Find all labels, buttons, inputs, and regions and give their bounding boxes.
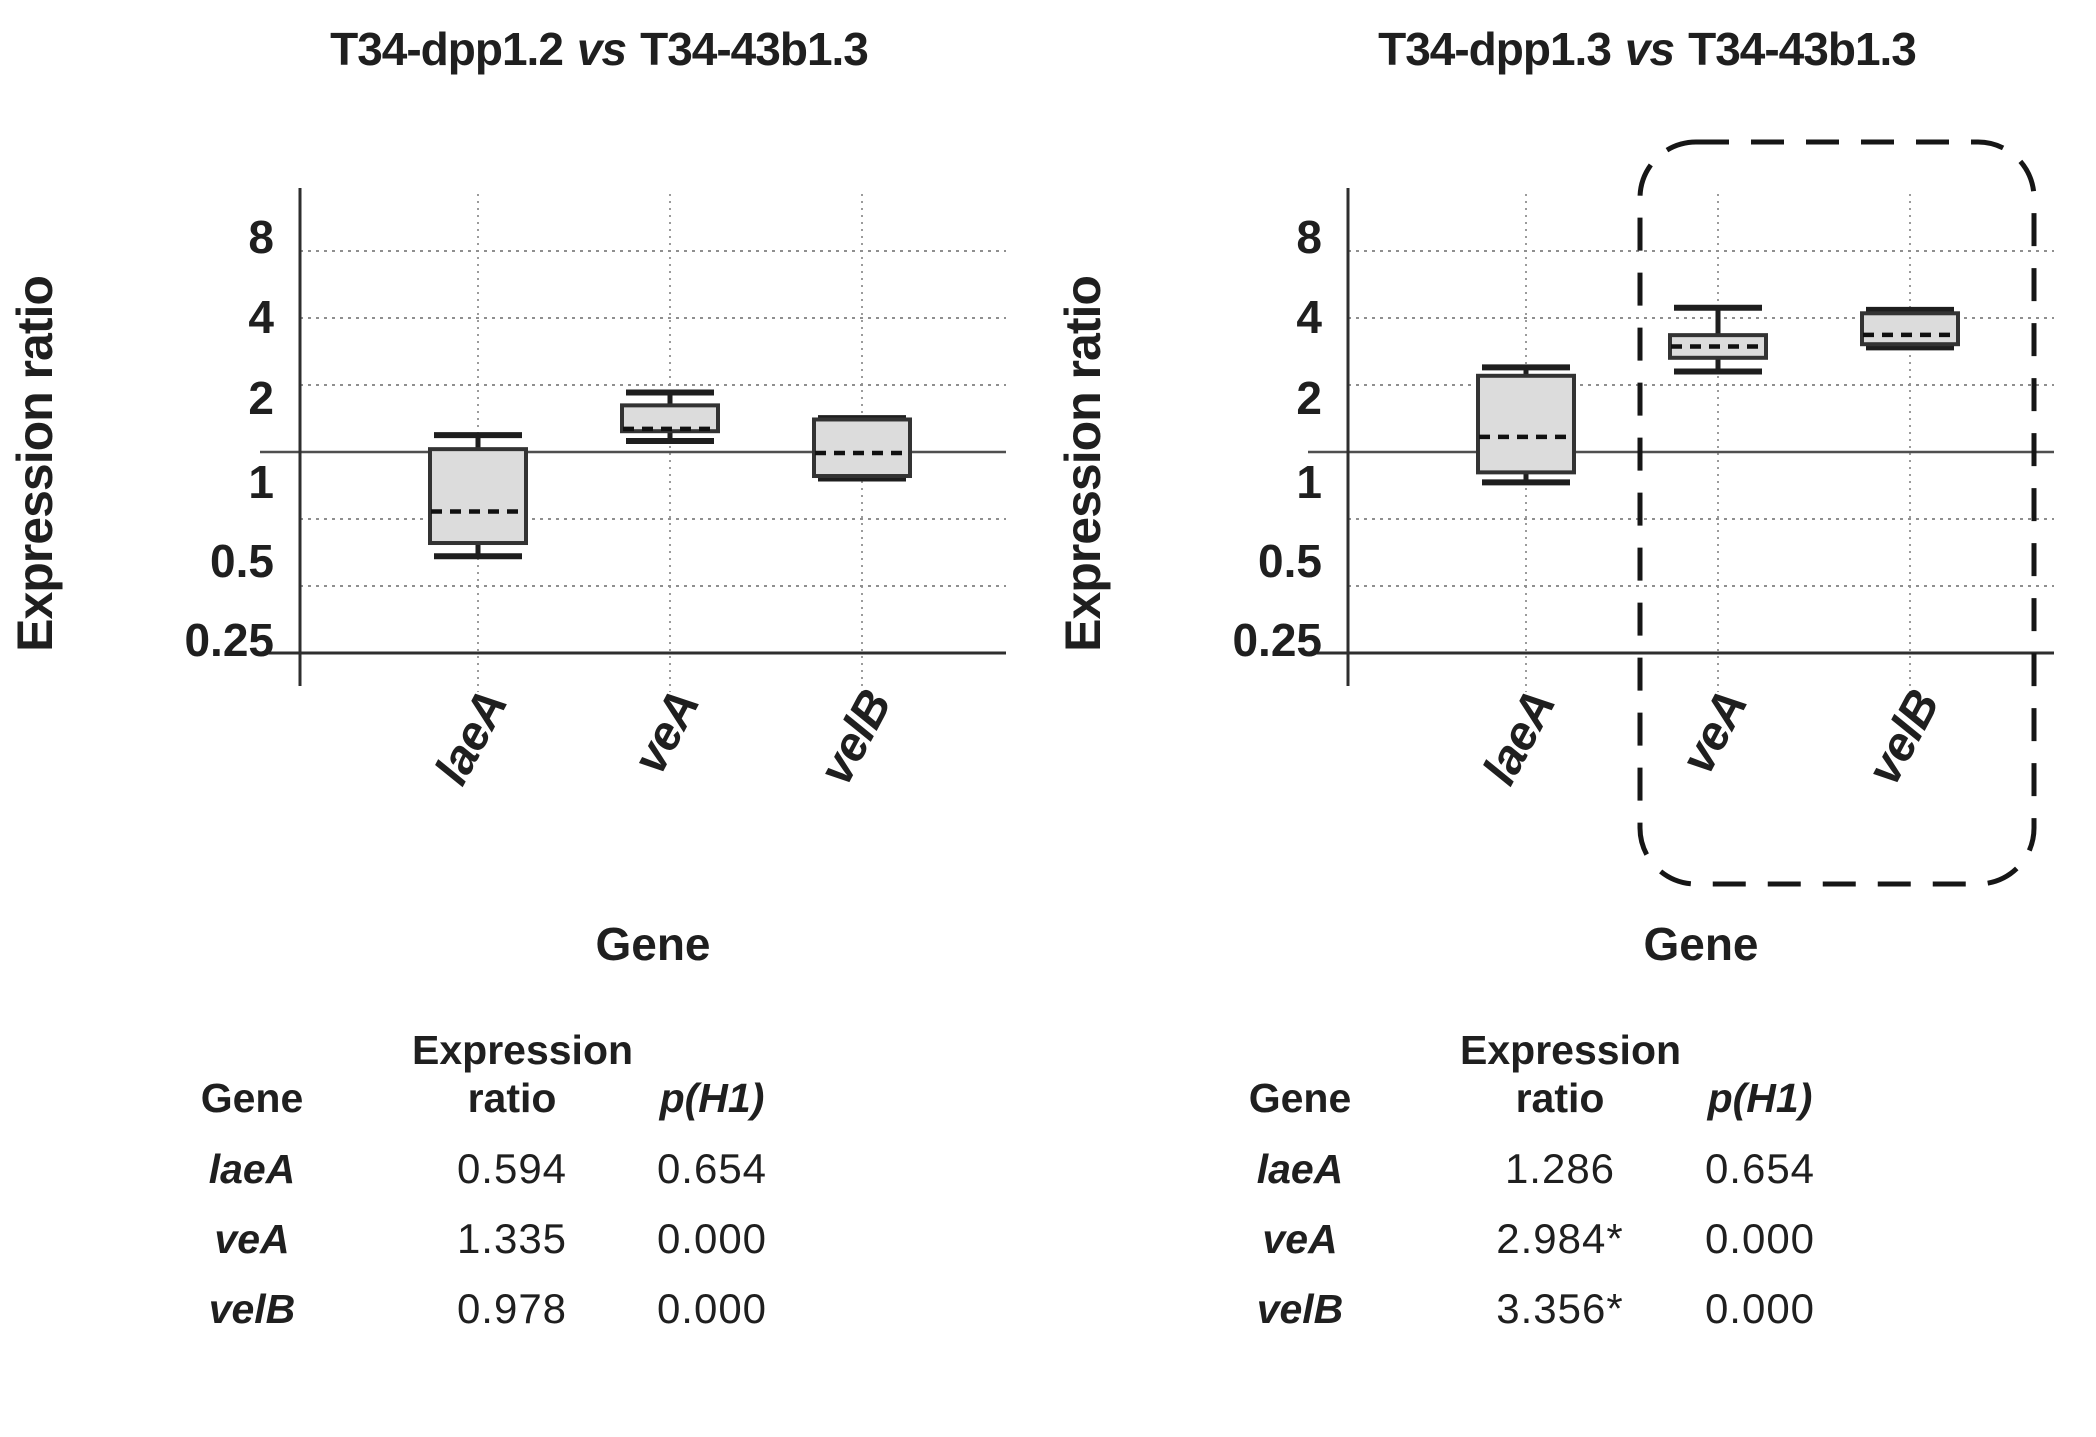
table-header-expression-ratio: Expression ratio — [412, 1026, 634, 1123]
box-laeA — [1476, 373, 1576, 475]
y-axis-title: Expression ratio — [7, 276, 63, 652]
table-cell-ratio-laeA: 0.594 — [456, 1144, 568, 1192]
panel-right: T34-dpp1.3 vs T34-43b1.3 Expression ratio … — [1048, 0, 2096, 1437]
table-cell-gene-veA: veA — [214, 1215, 290, 1262]
table-header-expression-ratio: Expression ratio — [1460, 1026, 1682, 1123]
y-tick-label: 2 — [248, 372, 274, 424]
table-cell-gene-velB: velB — [208, 1285, 296, 1332]
table-cell-gene-laeA: laeA — [208, 1145, 296, 1192]
table-cell-ratio-veA: 1.335 — [456, 1214, 568, 1262]
box-velB — [1860, 311, 1960, 347]
table-header-gene: Gene — [200, 1075, 304, 1122]
table-header-ratio: ratio — [467, 1075, 557, 1122]
y-tick-label: 0.25 — [184, 614, 274, 666]
table-cell-gene-veA: veA — [1262, 1215, 1338, 1262]
box-veA — [620, 403, 720, 434]
table-cell-p-velB: 0.000 — [1704, 1284, 1816, 1332]
table-cell-p-laeA: 0.654 — [656, 1144, 768, 1192]
y-tick-label: 0.5 — [210, 535, 274, 587]
summary-table-left: Gene Expression ratio p(H1) laeA 0.594 0… — [92, 1026, 852, 1333]
x-axis-title: Gene — [595, 918, 710, 970]
y-axis-title: Expression ratio — [1055, 276, 1111, 652]
table-cell-ratio-laeA: 1.286 — [1504, 1144, 1616, 1192]
highlight-dashed-box — [1637, 139, 2037, 887]
x-category-label-velB: velB — [809, 682, 902, 793]
y-tick-label: 8 — [248, 211, 274, 263]
table-cell-gene-laeA: laeA — [1256, 1145, 1344, 1192]
chart-title-right: T34-dpp1.3 vs T34-43b1.3 — [1048, 14, 2096, 84]
panel-left: T34-dpp1.2 vs T34-43b1.3 Expression ratio … — [0, 14, 1048, 1333]
table-header-ratio: ratio — [1515, 1075, 1605, 1122]
table-cell-ratio-velB: 3.356* — [1496, 1284, 1624, 1332]
y-tick-label: 4 — [1296, 291, 1322, 343]
x-category-label-laeA: laeA — [425, 682, 518, 793]
table-cell-gene-velB: velB — [1256, 1285, 1344, 1332]
y-tick-label: 0.25 — [1232, 614, 1322, 666]
title-strain-b: T34-43b1.3 — [1688, 23, 1917, 75]
chart-title-left: T34-dpp1.2 vs T34-43b1.3 — [0, 14, 1048, 84]
table-header-p-h1: p(H1) — [1707, 1075, 1813, 1122]
boxplot-chart-right: Expression ratio 8 4 2 1 0.5 0.25 laeA veA velB G… — [1055, 139, 2054, 970]
x-category-label-velB: velB — [1857, 682, 1950, 793]
title-strain-a: T34-dpp1.3 — [1378, 23, 1612, 75]
box-velB — [812, 417, 912, 479]
y-tick-label: 1 — [1296, 456, 1322, 508]
x-category-label-veA: veA — [1671, 682, 1758, 782]
title-strain-a: T34-dpp1.2 — [330, 23, 564, 75]
table-cell-p-laeA: 0.654 — [1704, 1144, 1816, 1192]
summary-table-right: Gene Expression ratio p(H1) laeA 1.286 0… — [1140, 1026, 1900, 1333]
table-cell-p-veA: 0.000 — [656, 1214, 768, 1262]
title-vs: vs — [1624, 23, 1675, 75]
table-header-p-h1: p(H1) — [659, 1075, 765, 1122]
x-axis-title: Gene — [1643, 918, 1758, 970]
y-tick-label: 8 — [1296, 211, 1322, 263]
y-tick-label: 0.5 — [1258, 535, 1322, 587]
table-cell-ratio-velB: 0.978 — [456, 1284, 568, 1332]
table-header-gene: Gene — [1248, 1075, 1352, 1122]
table-header-expression: Expression — [1460, 1027, 1682, 1073]
title-strain-b: T34-43b1.3 — [640, 23, 869, 75]
boxplot-chart-left: Expression ratio 8 4 2 1 0.5 0.25 laeA veA velB G… — [7, 188, 1006, 970]
table-cell-p-velB: 0.000 — [656, 1284, 768, 1332]
title-vs: vs — [576, 23, 627, 75]
table-cell-ratio-veA: 2.984* — [1496, 1214, 1624, 1262]
x-category-label-laeA: laeA — [1473, 682, 1566, 793]
y-tick-label: 2 — [1296, 372, 1322, 424]
box-laeA — [428, 447, 528, 546]
table-header-expression: Expression — [412, 1027, 634, 1073]
y-tick-label: 4 — [248, 291, 274, 343]
table-cell-p-veA: 0.000 — [1704, 1214, 1816, 1262]
x-category-label-veA: veA — [623, 682, 710, 782]
y-tick-label: 1 — [248, 456, 274, 508]
